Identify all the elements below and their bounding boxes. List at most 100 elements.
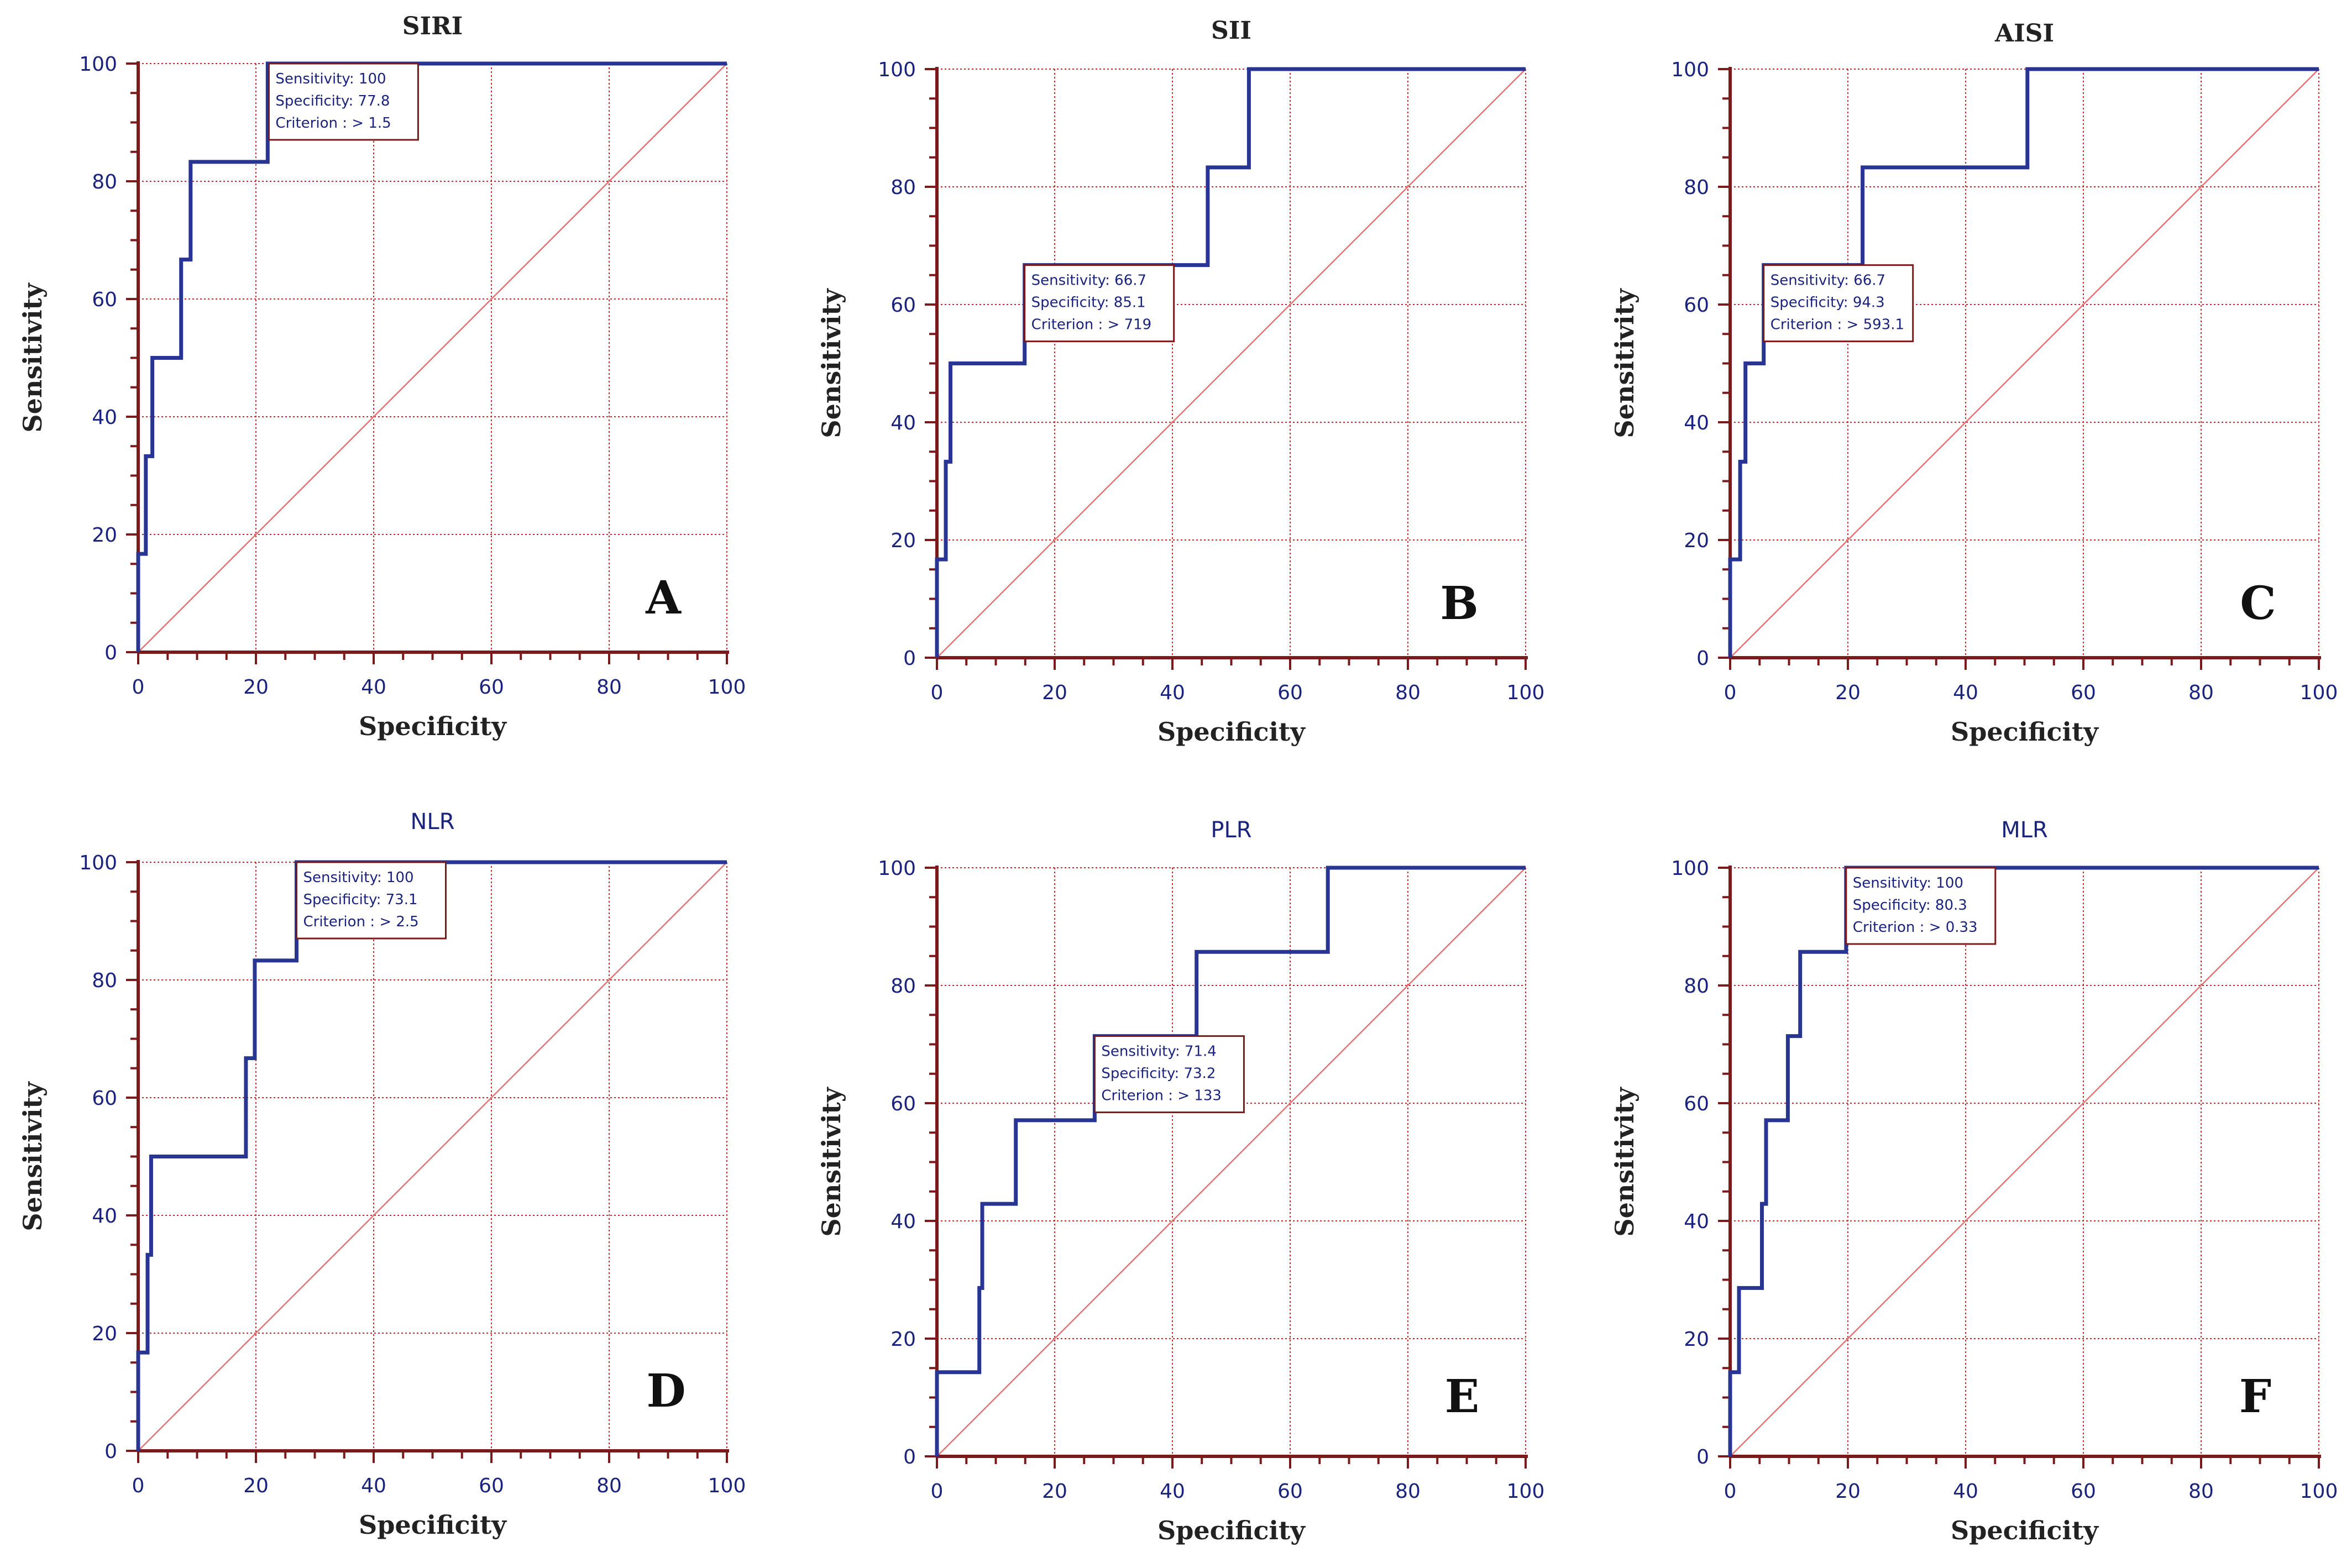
y-tick-label: 40	[92, 406, 117, 429]
x-tick-label: 20	[243, 1475, 269, 1497]
x-tick-label: 80	[596, 1475, 622, 1497]
x-tick-label: 20	[1042, 1480, 1067, 1503]
y-tick-label: 20	[92, 1323, 117, 1345]
x-tick-label: 100	[1507, 1480, 1545, 1503]
y-tick-label: 60	[1684, 294, 1709, 317]
y-tick-label: 80	[92, 171, 117, 193]
criterion-annotation: Sensitivity: 100 Specificity: 73.1 Criteri…	[296, 862, 446, 938]
x-tick-label: 80	[2188, 681, 2214, 704]
y-tick-label: 0	[104, 1440, 117, 1463]
x-tick-label: 40	[361, 676, 386, 699]
y-axis-label: Sensitivity	[1610, 288, 1639, 438]
chart-title: MLR	[2001, 817, 2048, 843]
y-axis-label: Sensitivity	[816, 1087, 846, 1236]
y-tick-label: 0	[104, 642, 117, 664]
x-tick-label: 100	[708, 1475, 746, 1497]
panel-letter: B	[1440, 577, 1478, 630]
annotation-line: Criterion : > 593.1	[1770, 317, 1904, 333]
x-tick-label: 40	[1160, 1480, 1185, 1503]
y-tick-label: 60	[890, 294, 916, 317]
x-tick-label: 80	[1395, 1480, 1421, 1503]
x-tick-label: 100	[2300, 681, 2338, 704]
x-tick-label: 0	[1724, 681, 1737, 704]
y-tick-label: 100	[79, 852, 117, 874]
x-tick-label: 0	[1724, 1480, 1737, 1503]
y-tick-label: 80	[890, 975, 916, 998]
x-tick-label: 20	[1042, 681, 1067, 704]
annotation-line: Sensitivity: 100	[275, 71, 386, 87]
panel-letter: E	[1445, 1370, 1480, 1423]
figure-background	[0, 0, 2352, 1568]
x-tick-label: 60	[479, 1475, 504, 1497]
y-tick-label: 60	[92, 289, 117, 311]
chart-title: SII	[1211, 17, 1251, 45]
y-axis-label: Sensitivity	[18, 282, 48, 432]
y-tick-label: 0	[1696, 647, 1709, 670]
chart-title: SIRI	[402, 12, 463, 40]
x-tick-label: 60	[2071, 1480, 2096, 1503]
y-tick-label: 40	[92, 1205, 117, 1228]
criterion-annotation: Sensitivity: 66.7 Specificity: 94.3 Criter…	[1764, 265, 1913, 342]
x-tick-label: 100	[708, 676, 746, 699]
x-tick-label: 0	[132, 1475, 145, 1497]
criterion-annotation: Sensitivity: 100 Specificity: 77.8 Criteri…	[269, 64, 418, 140]
y-tick-label: 80	[890, 176, 916, 199]
x-tick-label: 40	[1953, 681, 1978, 704]
y-tick-label: 0	[1696, 1446, 1709, 1469]
annotation-line: Sensitivity: 71.4	[1101, 1043, 1216, 1060]
y-tick-label: 60	[92, 1087, 117, 1110]
x-tick-label: 40	[1160, 681, 1185, 704]
criterion-annotation: Sensitivity: 71.4 Specificity: 73.2 Criter…	[1094, 1036, 1244, 1113]
x-tick-label: 100	[2300, 1480, 2338, 1503]
y-tick-label: 20	[890, 1328, 916, 1351]
y-tick-label: 100	[878, 59, 916, 81]
y-tick-label: 40	[1684, 1210, 1709, 1233]
y-tick-label: 20	[890, 529, 916, 552]
annotation-line: Sensitivity: 66.7	[1770, 272, 1885, 289]
x-tick-label: 20	[1835, 681, 1861, 704]
y-tick-label: 100	[79, 53, 117, 76]
y-tick-label: 0	[903, 647, 916, 670]
y-tick-label: 0	[903, 1446, 916, 1469]
y-axis-label: Sensitivity	[1610, 1087, 1639, 1236]
annotation-line: Sensitivity: 66.7	[1031, 272, 1146, 289]
panel-letter: A	[645, 571, 682, 625]
x-tick-label: 100	[1507, 681, 1545, 704]
x-tick-label: 60	[1277, 681, 1303, 704]
y-tick-label: 60	[1684, 1093, 1709, 1115]
y-tick-label: 80	[1684, 176, 1709, 199]
annotation-line: Criterion : > 0.33	[1853, 919, 1978, 936]
criterion-annotation: Sensitivity: 66.7 Specificity: 85.1 Criter…	[1025, 265, 1174, 342]
x-tick-label: 60	[1277, 1480, 1303, 1503]
panel-letter: D	[646, 1365, 685, 1418]
annotation-line: Criterion : > 719	[1031, 317, 1152, 333]
annotation-line: Specificity: 94.3	[1770, 295, 1885, 311]
chart-title: NLR	[411, 809, 455, 835]
y-tick-label: 100	[878, 857, 916, 880]
annotation-line: Specificity: 85.1	[1031, 295, 1146, 311]
criterion-annotation: Sensitivity: 100 Specificity: 80.3 Criteri…	[1846, 868, 1995, 944]
chart-title: AISI	[1994, 19, 2054, 48]
x-tick-label: 80	[596, 676, 622, 699]
y-tick-label: 60	[890, 1093, 916, 1115]
x-axis-label: Specificity	[1951, 1515, 2099, 1545]
y-axis-label: Sensitivity	[18, 1081, 48, 1231]
x-tick-label: 0	[132, 676, 145, 699]
y-tick-label: 20	[1684, 529, 1709, 552]
annotation-line: Specificity: 73.2	[1101, 1066, 1216, 1082]
annotation-line: Criterion : > 133	[1101, 1088, 1222, 1104]
annotation-line: Specificity: 73.1	[303, 891, 417, 908]
x-tick-label: 20	[1835, 1480, 1861, 1503]
y-tick-label: 40	[890, 412, 916, 434]
x-axis-label: Specificity	[1157, 1515, 1306, 1545]
y-tick-label: 20	[92, 524, 117, 547]
x-tick-label: 60	[479, 676, 504, 699]
y-tick-label: 100	[1671, 857, 1709, 880]
annotation-line: Criterion : > 2.5	[303, 914, 418, 930]
annotation-line: Specificity: 80.3	[1853, 897, 1967, 914]
x-tick-label: 20	[243, 676, 269, 699]
y-tick-label: 40	[890, 1210, 916, 1233]
x-tick-label: 40	[361, 1475, 386, 1497]
y-axis-label: Sensitivity	[816, 288, 846, 438]
x-axis-label: Specificity	[359, 711, 507, 741]
